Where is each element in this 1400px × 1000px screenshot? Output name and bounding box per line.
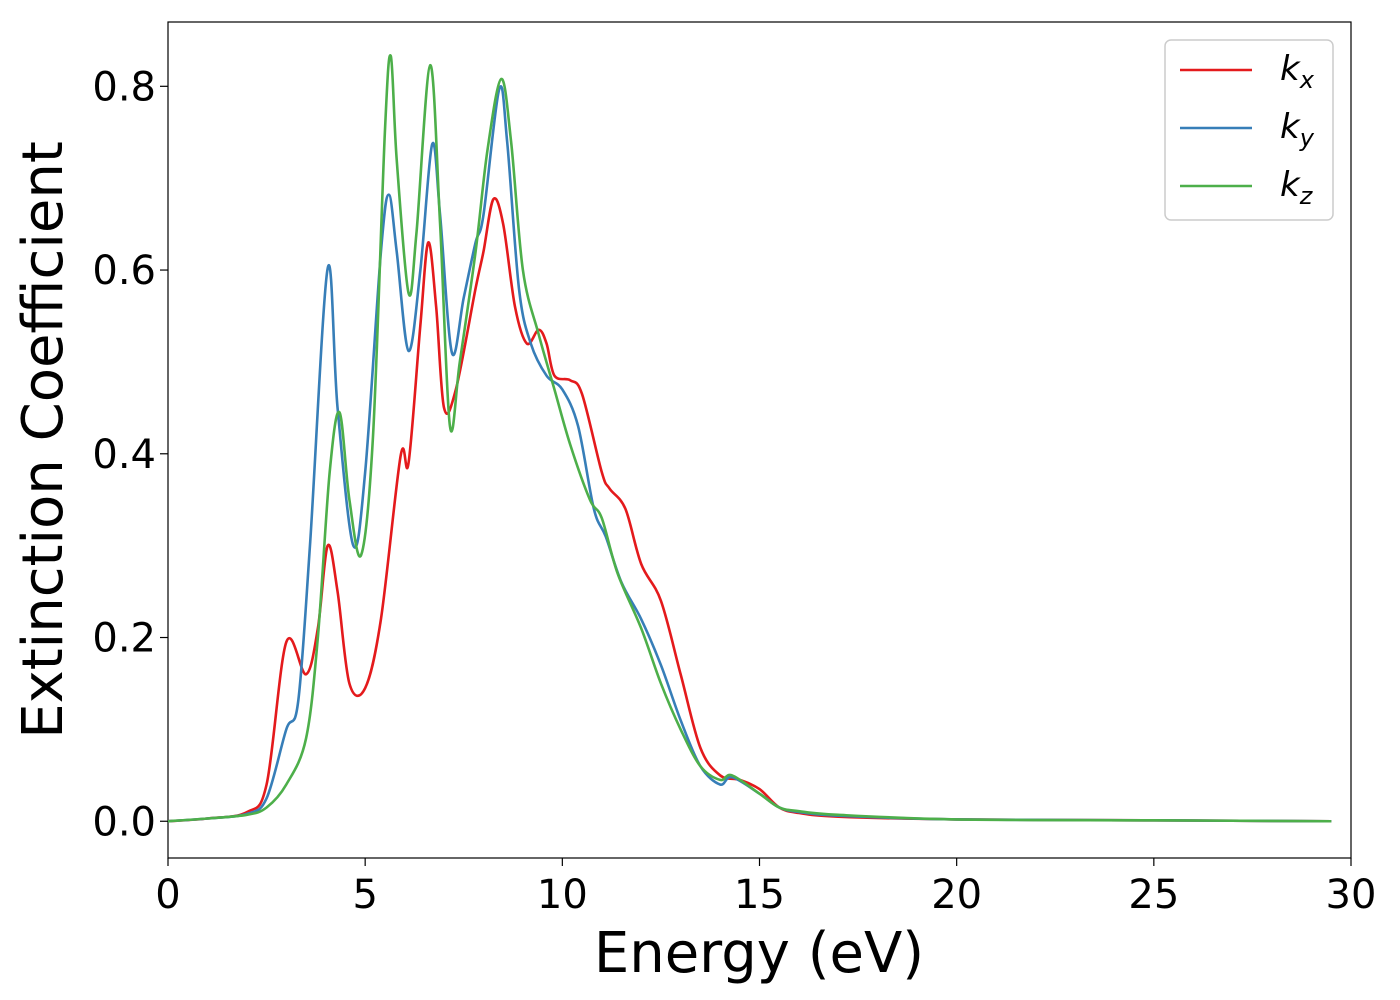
x-tick-label: 5 <box>352 872 377 918</box>
x-axis-title: Energy (eV) <box>594 921 924 986</box>
legend-label-base: k <box>1280 49 1301 89</box>
legend-label-ky: ky <box>1280 107 1315 152</box>
series-line-kz <box>167 54 1332 823</box>
series-line-kx <box>167 197 1332 823</box>
legend-label-subscript: z <box>1299 182 1314 210</box>
x-tick-label: 0 <box>155 872 180 918</box>
y-axis-title: Extinction Coefficient <box>11 141 76 739</box>
y-tick-label: 0.8 <box>92 64 156 110</box>
axis-ticks: 0 5 10 15 20 25 30 0.0 0.2 0.4 0.6 0.8 <box>92 64 1376 918</box>
legend-label-base: k <box>1280 107 1301 147</box>
y-tick-label: 0.4 <box>92 432 156 478</box>
legend-label-kz: kz <box>1280 165 1314 210</box>
x-tick-label: 25 <box>1128 872 1179 918</box>
legend-frame <box>1164 39 1334 221</box>
x-tick-label: 30 <box>1326 872 1377 918</box>
legend-label-base: k <box>1280 165 1301 205</box>
x-tick-label: 15 <box>734 872 785 918</box>
series-lines <box>167 54 1332 823</box>
y-tick-label: 0.2 <box>92 616 156 662</box>
legend-label-subscript: y <box>1299 124 1315 152</box>
x-tick-label: 10 <box>537 872 588 918</box>
series-line-ky <box>167 85 1332 823</box>
y-tick-label: 0.6 <box>92 248 156 294</box>
x-tick-label: 20 <box>931 872 982 918</box>
y-tick-label: 0.0 <box>92 799 156 845</box>
legend-label-subscript: x <box>1299 66 1315 94</box>
legend-label-kx: kx <box>1280 49 1315 94</box>
